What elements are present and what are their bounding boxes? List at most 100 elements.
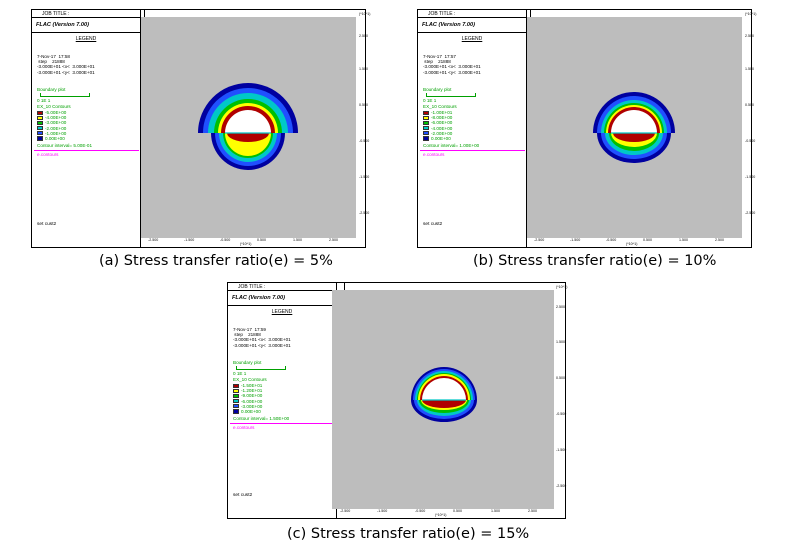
legend-swatch bbox=[233, 399, 239, 404]
x-tick-label: -0.500 bbox=[220, 238, 231, 242]
contour-interval: Contour interval= 5.00E-01 bbox=[37, 143, 93, 148]
legend-row: -1.00E+00 bbox=[37, 131, 66, 136]
x-tick-label: -1.500 bbox=[570, 238, 581, 242]
x-tick-label: -2.500 bbox=[148, 238, 159, 242]
x-tick-label: 2.500 bbox=[715, 238, 724, 242]
x-tick-label: -1.500 bbox=[184, 238, 195, 242]
legend-row: -1.00E+01 bbox=[423, 110, 452, 115]
job-title: JOB TITLE : bbox=[418, 10, 531, 18]
x-tick-label: 1.500 bbox=[491, 509, 500, 513]
boundary-plot-label: Boundary plot bbox=[423, 87, 452, 92]
x-tick-label: 1.500 bbox=[679, 238, 688, 242]
x-tick-label: -2.500 bbox=[534, 238, 545, 242]
y-tick-label: 2.500 bbox=[745, 34, 754, 38]
contour-plot-area bbox=[141, 17, 356, 238]
legend-swatch bbox=[37, 131, 43, 136]
x-axis-unit: (*10^1) bbox=[240, 242, 252, 246]
legend-swatch bbox=[423, 136, 429, 141]
y-tick-label: 1.500 bbox=[556, 340, 565, 344]
contours-title: EX_10 Contours bbox=[233, 377, 267, 382]
legend-row: -4.00E+00 bbox=[423, 126, 452, 131]
set-cust-label: set cust2 bbox=[233, 493, 253, 498]
y-tick-label: 0.500 bbox=[359, 103, 368, 107]
legend-row: -1.50E+01 bbox=[233, 383, 262, 388]
x-tick-label: 0.500 bbox=[453, 509, 462, 513]
plot-metadata: 7-Nov-17 17:57 step 21888 -3.000E+01 <x<… bbox=[423, 54, 481, 75]
legend-row: -6.00E+00 bbox=[423, 120, 452, 125]
plot-metadata: 7-Nov-17 17:58 step 21888 -3.000E+01 <x<… bbox=[37, 54, 95, 75]
legend-row: -5.00E+00 bbox=[37, 110, 66, 115]
legend-swatch bbox=[233, 404, 239, 409]
x-tick-label: -0.500 bbox=[606, 238, 617, 242]
x-axis-unit: (*10^1) bbox=[435, 513, 447, 517]
e-contours-label: e.contours bbox=[37, 152, 59, 157]
legend-sidebar: FLAC (Version 7.00) LEGEND 7-Nov-17 17:5… bbox=[32, 10, 141, 247]
y-tick-label: -1.500 bbox=[745, 175, 756, 179]
legend-swatch bbox=[37, 136, 43, 141]
flac-plot-panel-c: JOB TITLE : FLAC (Version 7.00) LEGEND 7… bbox=[227, 282, 567, 519]
y-axis-unit: (*10^1) bbox=[745, 12, 757, 16]
legend-row: -3.00E+00 bbox=[233, 404, 262, 409]
y-tick-label: -1.500 bbox=[359, 175, 370, 179]
boundary-plot-label: Boundary plot bbox=[37, 87, 66, 92]
y-tick-label: 2.500 bbox=[359, 34, 368, 38]
contour-interval: Contour interval= 1.50E+00 bbox=[233, 416, 290, 421]
y-tick-label: -0.500 bbox=[556, 412, 567, 416]
legend-swatch bbox=[233, 393, 239, 399]
legend-row: 0.00E+00 bbox=[37, 136, 66, 141]
legend-row: -6.00E+00 bbox=[233, 399, 262, 404]
legend-heading: LEGEND bbox=[271, 309, 293, 315]
legend-row: -3.00E+00 bbox=[37, 120, 66, 125]
boundary-plot-label: Boundary plot bbox=[233, 360, 262, 365]
x-tick-label: 2.500 bbox=[528, 509, 537, 513]
legend-swatch bbox=[423, 120, 429, 126]
contour-interval: Contour interval= 1.00E+00 bbox=[423, 143, 480, 148]
stress-contour-graphic bbox=[593, 92, 675, 163]
boundary-scale-label: 0 1E 1 bbox=[37, 98, 51, 103]
x-tick-label: 0.500 bbox=[257, 238, 266, 242]
y-tick-label: 0.500 bbox=[745, 103, 754, 107]
contour-plot-area bbox=[527, 17, 742, 238]
contours-title: EX_10 Contours bbox=[423, 104, 457, 109]
y-tick-label: 1.500 bbox=[745, 67, 754, 71]
legend-swatch bbox=[233, 409, 239, 414]
set-cust-label: set cust2 bbox=[37, 222, 57, 227]
legend-row: -9.00E+00 bbox=[233, 393, 262, 398]
legend-row: -1.20E+01 bbox=[233, 388, 262, 393]
legend-row: -8.00E+00 bbox=[423, 115, 452, 120]
legend-row: -4.00E+00 bbox=[37, 115, 66, 120]
caption-c: (c) Stress transfer ratio(e) = 15% bbox=[287, 526, 530, 542]
boundary-scale-bar bbox=[426, 93, 476, 97]
app-title: FLAC (Version 7.00) bbox=[36, 22, 89, 28]
legend-heading: LEGEND bbox=[461, 36, 483, 42]
y-tick-label: -0.500 bbox=[745, 139, 756, 143]
job-title: JOB TITLE : bbox=[228, 283, 345, 291]
y-tick-label: -2.500 bbox=[359, 211, 370, 215]
y-tick-label: 0.500 bbox=[556, 376, 565, 380]
x-tick-label: -0.500 bbox=[415, 509, 426, 513]
legend-swatch bbox=[423, 126, 429, 131]
x-axis-unit: (*10^1) bbox=[626, 242, 638, 246]
legend-swatch bbox=[423, 115, 429, 120]
y-tick-label: -1.500 bbox=[556, 448, 567, 452]
x-tick-label: 1.500 bbox=[293, 238, 302, 242]
x-tick-label: 0.500 bbox=[643, 238, 652, 242]
legend-row: -2.00E+00 bbox=[423, 131, 452, 136]
contour-legend: -1.50E+01 -1.20E+01 -9.00E+00 -6.00E+00 … bbox=[233, 383, 262, 414]
caption-b: (b) Stress transfer ratio(e) = 10% bbox=[473, 253, 717, 269]
e-contours-label: e.contours bbox=[423, 152, 445, 157]
stress-contour-graphic bbox=[411, 367, 477, 422]
legend-heading: LEGEND bbox=[75, 36, 97, 42]
legend-swatch bbox=[37, 115, 43, 120]
plot-metadata: 7-Nov-17 17:59 step 21888 -3.000E+01 <x<… bbox=[233, 327, 291, 348]
job-title: JOB TITLE : bbox=[32, 10, 145, 18]
legend-row: -2.00E+00 bbox=[37, 126, 66, 131]
contours-title: EX_10 Contours bbox=[37, 104, 71, 109]
boundary-scale-bar bbox=[40, 93, 90, 97]
legend-row: 0.00E+00 bbox=[423, 136, 452, 141]
contour-plot-area bbox=[332, 290, 554, 509]
legend-row: 0.00E+00 bbox=[233, 409, 262, 414]
stress-contour-graphic bbox=[198, 82, 298, 170]
caption-a: (a) Stress transfer ratio(e) = 5% bbox=[99, 253, 333, 269]
y-axis-unit: (*10^1) bbox=[359, 12, 371, 16]
